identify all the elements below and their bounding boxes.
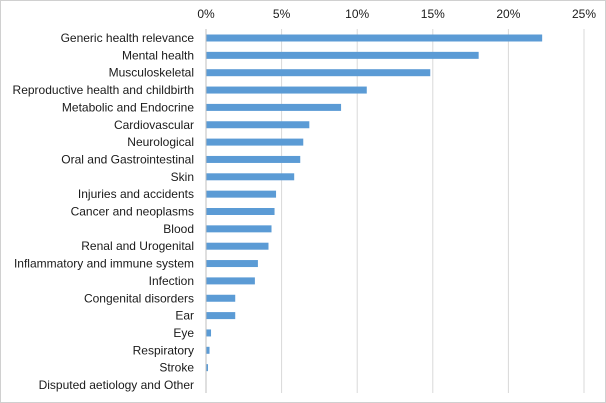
bar xyxy=(206,364,209,372)
category-label: Eye xyxy=(173,326,194,340)
category-label: Disputed aetiology and Other xyxy=(39,378,194,392)
category-label: Oral and Gastrointestinal xyxy=(61,152,194,166)
bar xyxy=(206,190,277,198)
x-tick-label: 25% xyxy=(572,7,596,21)
bar xyxy=(206,34,543,42)
category-label: Infection xyxy=(149,274,194,288)
category-label: Neurological xyxy=(127,135,194,149)
category-label: Injuries and accidents xyxy=(78,187,194,201)
bar xyxy=(206,69,431,77)
bar xyxy=(206,51,479,59)
category-label: Renal and Urogenital xyxy=(81,239,194,253)
bar xyxy=(206,346,210,354)
bar xyxy=(206,294,236,302)
category-label: Metabolic and Endocrine xyxy=(62,100,194,114)
bar xyxy=(206,138,304,146)
x-tick-label: 10% xyxy=(345,7,369,21)
x-tick-label: 5% xyxy=(273,7,291,21)
bar xyxy=(206,86,367,94)
category-label: Mental health xyxy=(122,48,194,62)
bar xyxy=(206,277,255,285)
category-label: Cancer and neoplasms xyxy=(71,205,194,219)
bar xyxy=(206,242,269,250)
category-label: Stroke xyxy=(159,361,194,375)
category-label: Generic health relevance xyxy=(61,31,195,45)
category-label: Ear xyxy=(175,309,194,323)
x-tick-label: 20% xyxy=(496,7,520,21)
bar xyxy=(206,260,258,268)
x-tick-label: 0% xyxy=(197,7,215,21)
bar xyxy=(206,312,236,320)
category-label: Blood xyxy=(163,222,194,236)
category-label: Inflammatory and immune system xyxy=(14,257,194,271)
category-label: Cardiovascular xyxy=(114,118,194,132)
bar xyxy=(206,121,310,129)
bar xyxy=(206,225,272,233)
bar xyxy=(206,208,275,215)
x-tick-label: 15% xyxy=(421,7,445,21)
category-label: Musculoskeletal xyxy=(109,66,194,80)
bar xyxy=(206,173,295,181)
category-label: Congenital disorders xyxy=(84,291,194,305)
category-label: Respiratory xyxy=(133,343,194,357)
category-label: Skin xyxy=(171,170,194,184)
bar xyxy=(206,155,301,163)
category-label: Reproductive health and childbirth xyxy=(13,83,194,97)
bar xyxy=(206,329,212,337)
bar xyxy=(206,103,342,111)
